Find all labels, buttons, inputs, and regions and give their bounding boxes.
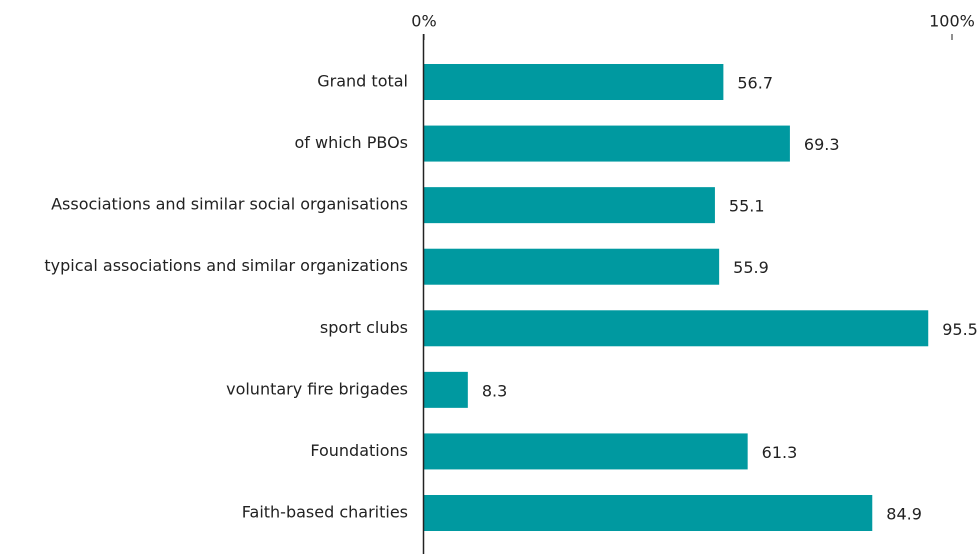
bar	[424, 64, 724, 100]
data-label: 95.5	[942, 320, 977, 339]
data-label: 55.9	[733, 258, 769, 277]
data-label: 55.1	[729, 197, 765, 216]
x-tick-label: 100%	[929, 12, 975, 31]
x-tick-label: 0%	[411, 12, 436, 31]
bar	[424, 125, 790, 162]
data-label: 69.3	[804, 135, 840, 154]
data-label: 61.3	[762, 443, 798, 462]
bar	[424, 433, 748, 470]
y-tick-label: Foundations	[310, 441, 408, 460]
data-label: 56.7	[737, 74, 773, 93]
y-tick-label: Faith-based charities	[242, 503, 408, 522]
bar	[424, 187, 715, 224]
bar	[424, 248, 720, 285]
data-label: 84.9	[886, 505, 922, 524]
y-tick-label: of which PBOs	[295, 133, 408, 152]
y-tick-label: voluntary fire brigades	[226, 379, 408, 398]
data-label: 8.3	[482, 381, 507, 400]
y-tick-label: Associations and similar social organisa…	[51, 195, 408, 214]
bar	[424, 371, 468, 408]
y-tick-label: typical associations and similar organiz…	[44, 256, 408, 275]
y-tick-label: Grand total	[317, 72, 408, 91]
bar	[424, 310, 929, 347]
y-tick-label: sport clubs	[320, 318, 408, 337]
bar	[424, 495, 873, 531]
